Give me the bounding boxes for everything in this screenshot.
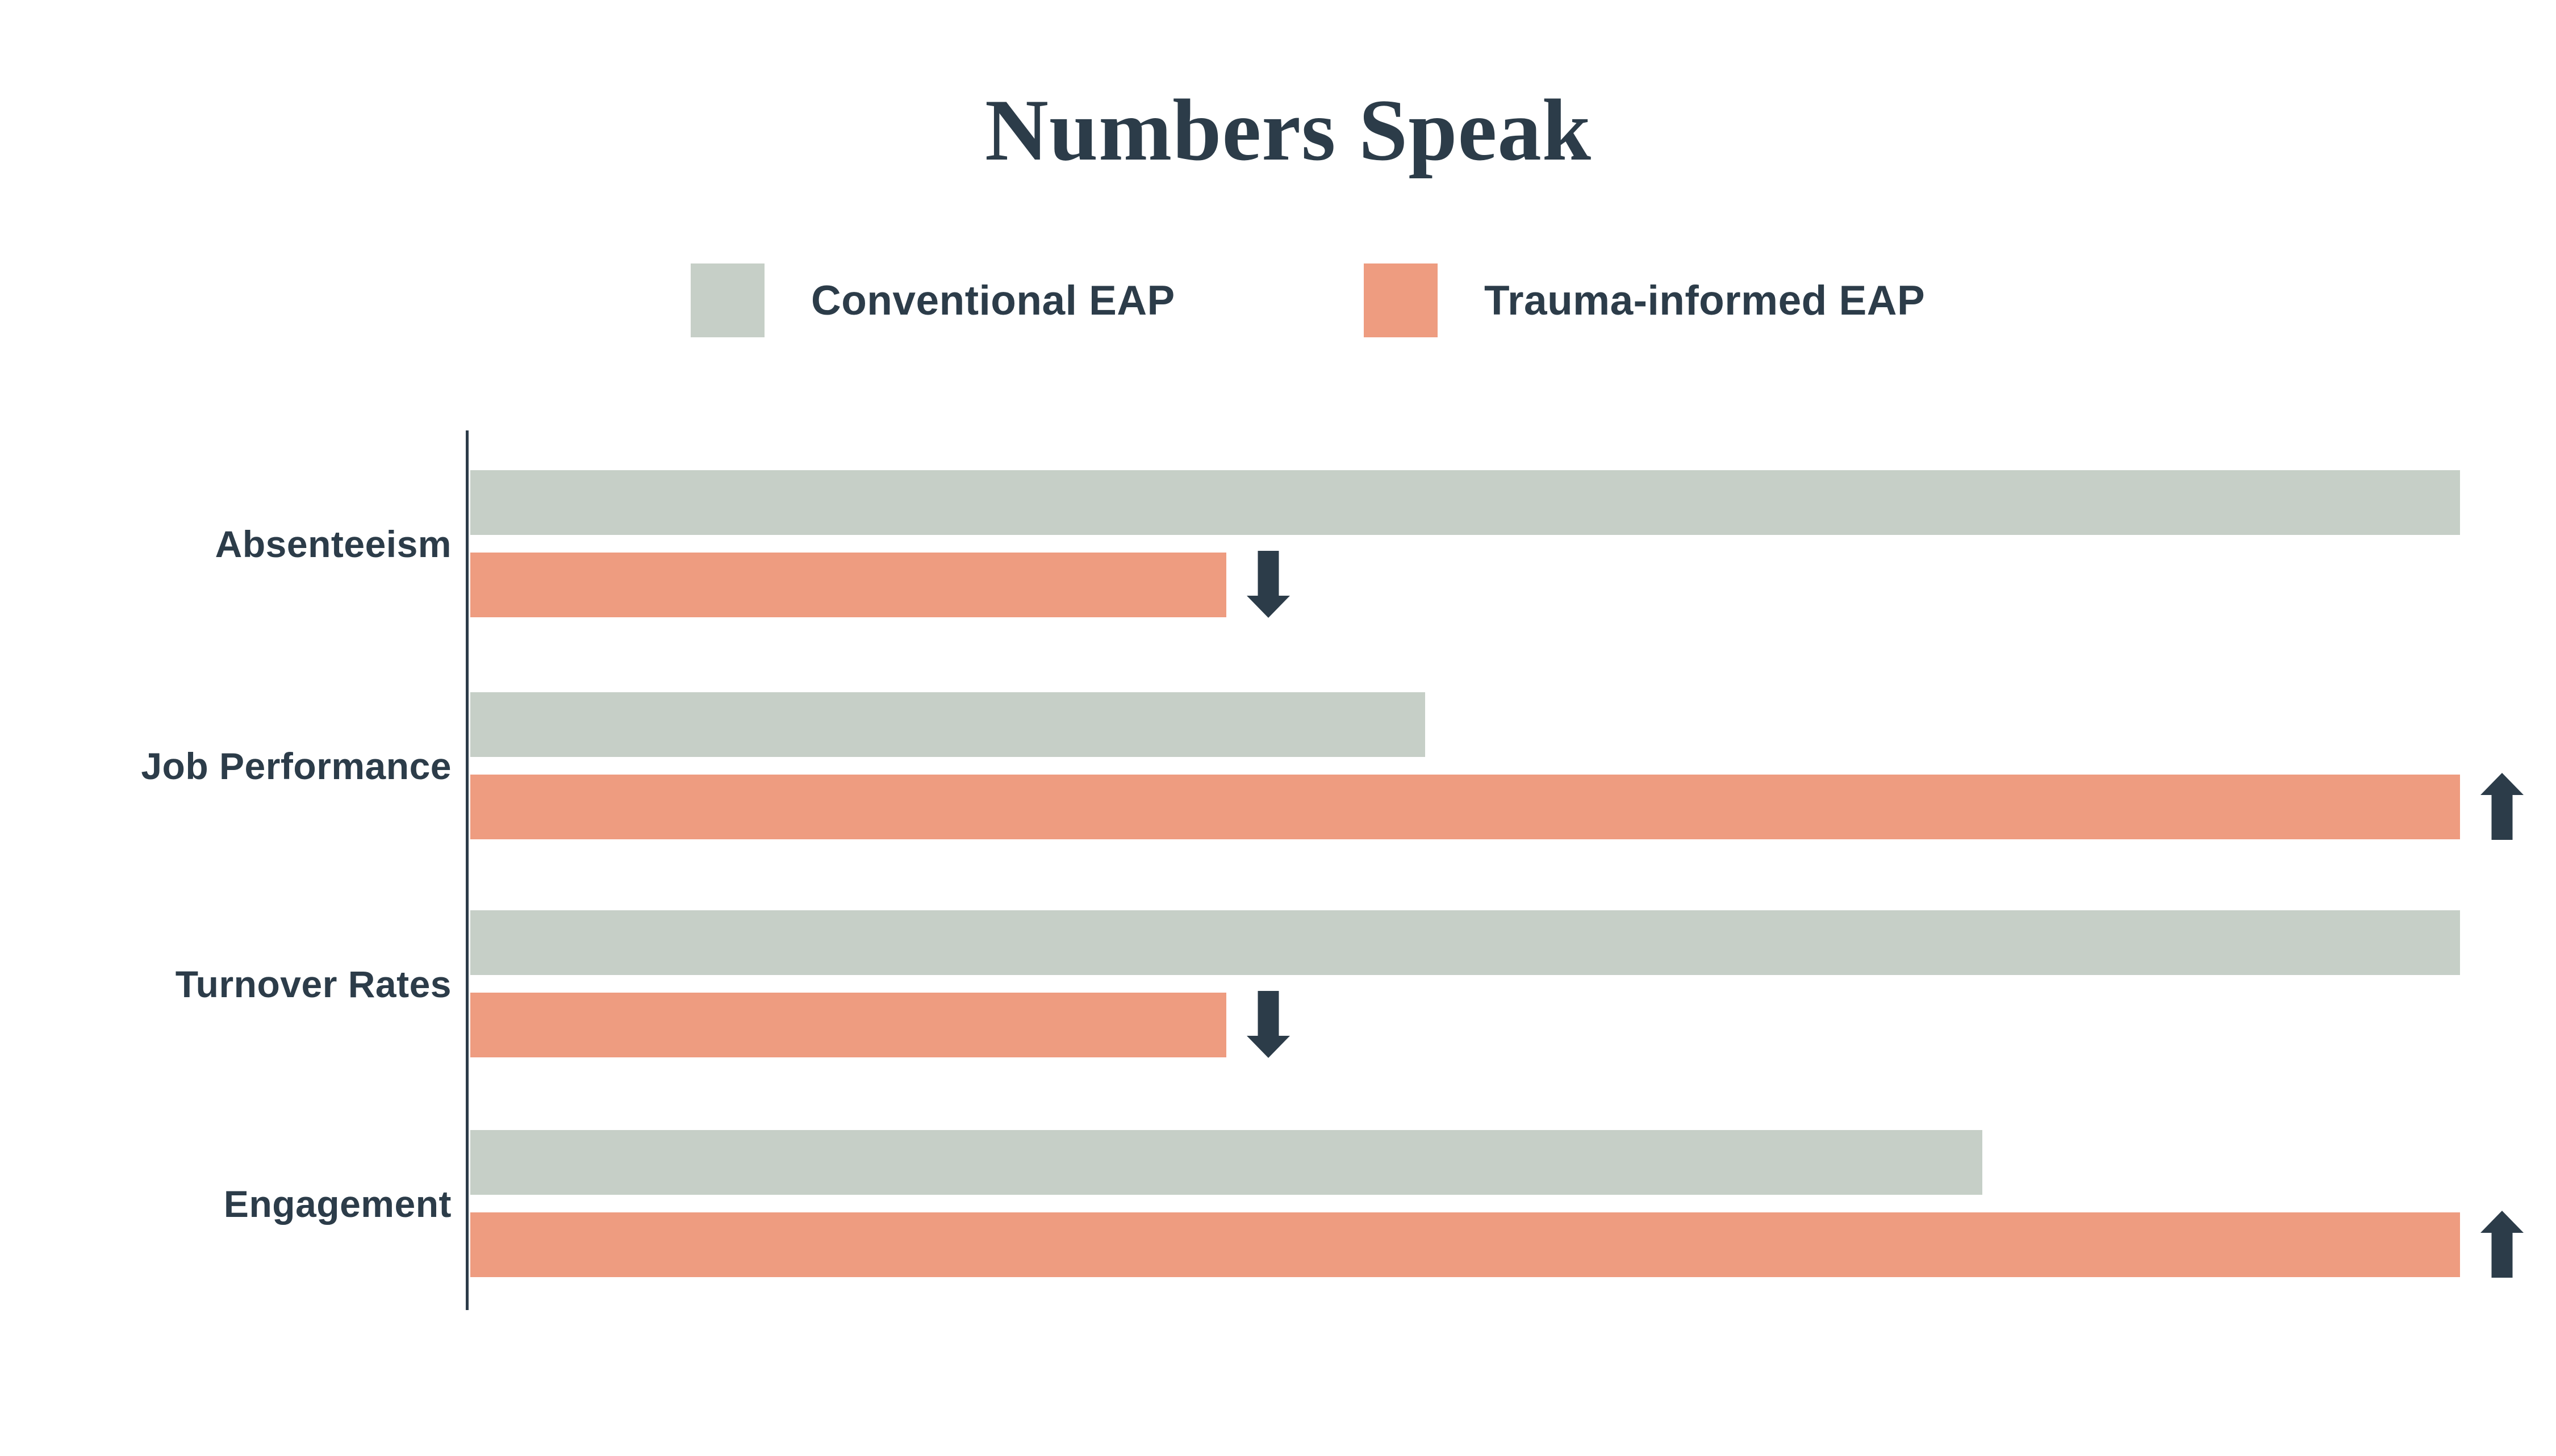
arrow-down-glyph	[1247, 551, 1290, 618]
bar-group-turnover-rates	[470, 910, 2556, 1058]
category-label-engagement: Engagement	[223, 1182, 452, 1225]
legend-swatch-trauma	[1364, 263, 1438, 337]
trend-down-icon	[1247, 991, 1290, 1058]
bar-conventional	[470, 470, 2460, 535]
y-axis-line	[466, 430, 469, 1310]
chart-title: Numbers Speak	[984, 81, 1592, 179]
legend-item-trauma: Trauma-informed EAP	[1364, 263, 1925, 338]
bar-conventional	[470, 1130, 1982, 1195]
trend-up-icon	[2480, 1211, 2524, 1278]
bar-conventional	[470, 910, 2460, 975]
category-label-turnover-rates: Turnover Rates	[175, 963, 452, 1005]
bar-trauma	[470, 1212, 2460, 1277]
category-label-absenteeism: Absenteeism	[215, 522, 452, 565]
legend-label-trauma: Trauma-informed EAP	[1484, 277, 1926, 324]
bar-trauma	[470, 553, 1226, 617]
category-label-job-performance: Job Performance	[141, 744, 452, 787]
bar-group-job-performance	[470, 692, 2556, 840]
legend-label-conventional: Conventional EAP	[811, 277, 1175, 324]
arrow-up-glyph	[2480, 1211, 2524, 1278]
bar-group-absenteeism	[470, 470, 2556, 618]
trend-up-icon	[2480, 773, 2524, 840]
bar-trauma	[470, 775, 2460, 839]
legend-swatch-conventional	[691, 263, 765, 337]
bar-conventional	[470, 692, 1425, 757]
bar-trauma	[470, 993, 1226, 1057]
arrow-down-glyph	[1247, 991, 1290, 1058]
trend-down-icon	[1247, 551, 1290, 618]
arrow-up-glyph	[2480, 773, 2524, 840]
bar-group-engagement	[470, 1130, 2556, 1278]
legend-item-conventional: Conventional EAP	[691, 263, 1175, 338]
